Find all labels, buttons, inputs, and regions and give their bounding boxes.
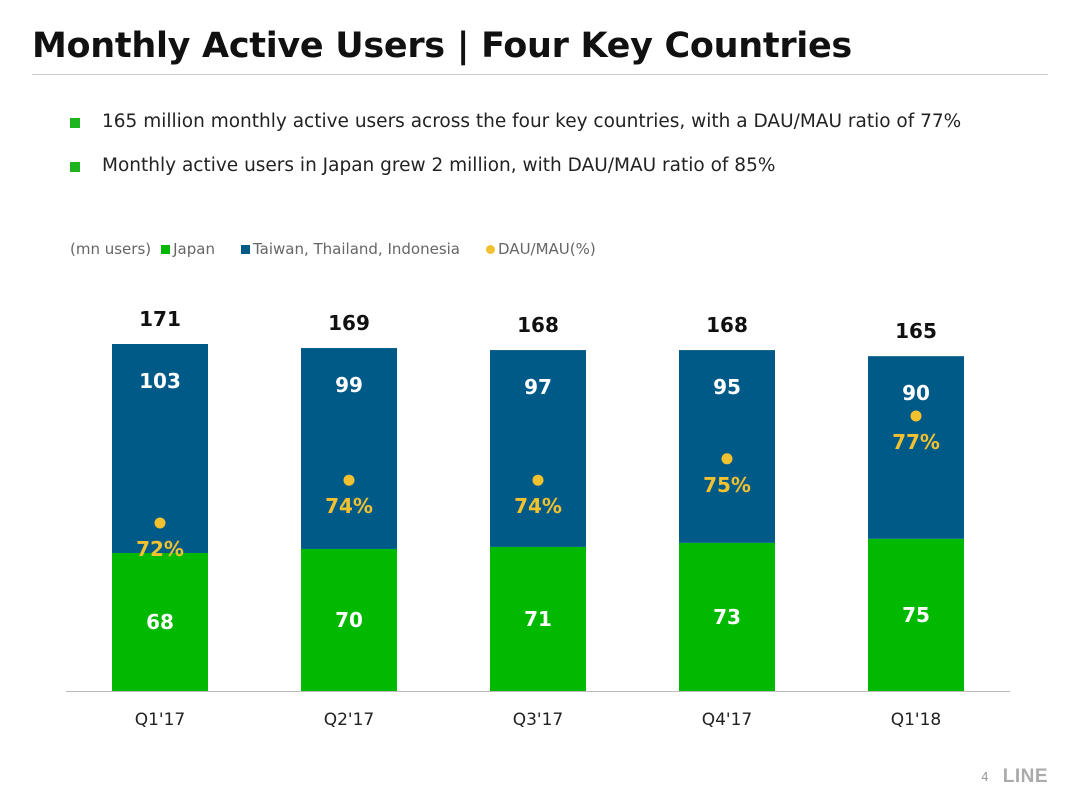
x-tick-label-3: Q4'17: [702, 710, 753, 730]
legend-item-others: Taiwan, Thailand, Indonesia: [240, 240, 461, 258]
legend-label-japan: Japan: [173, 240, 215, 258]
title-divider: [32, 74, 1048, 75]
ratio-point-2: [532, 474, 544, 486]
bullet-square-icon: [70, 118, 80, 128]
chart-legend: (mn users) Japan Taiwan, Thailand, Indon…: [70, 239, 622, 259]
bullet-text: Monthly active users in Japan grew 2 mil…: [102, 155, 776, 176]
x-tick-label-0: Q1'17: [135, 710, 186, 730]
x-tick-label-4: Q1'18: [891, 710, 942, 730]
data-label-others-2: 97: [524, 375, 552, 399]
legend-swatch-ratio: [486, 244, 496, 254]
footer: 4 LINE: [981, 766, 1048, 788]
bar-japan-2: [490, 546, 586, 691]
legend-item-japan: Japan: [161, 240, 215, 258]
line-logo: LINE: [1002, 766, 1048, 787]
data-label-japan-4: 75: [902, 603, 930, 627]
legend-swatch-others: [240, 244, 250, 254]
x-tick-label-1: Q2'17: [324, 710, 375, 730]
data-label-others-3: 95: [713, 375, 741, 399]
page-number: 4: [981, 770, 989, 784]
data-label-others-4: 90: [902, 381, 930, 405]
ratio-point-3: [721, 453, 733, 465]
legend-unit-label: (mn users): [70, 240, 152, 258]
x-tick-label-2: Q3'17: [513, 710, 564, 730]
ratio-point-0: [154, 517, 166, 529]
total-label-2: 168: [517, 313, 559, 337]
legend-label-others: Taiwan, Thailand, Indonesia: [252, 240, 461, 258]
bar-japan-3: [679, 542, 775, 691]
bar-japan-4: [868, 538, 964, 691]
ratio-label-3: 75%: [703, 473, 751, 497]
legend-item-ratio: DAU/MAU(%): [486, 240, 596, 258]
total-label-3: 168: [706, 313, 748, 337]
legend-label-ratio: DAU/MAU(%): [498, 240, 596, 258]
ratio-label-1: 74%: [325, 494, 373, 518]
page-title: Monthly Active Users | Four Key Countrie…: [32, 26, 852, 66]
data-label-japan-0: 68: [146, 610, 174, 634]
bar-others-3: [679, 350, 775, 543]
legend-swatch-japan: [161, 244, 171, 254]
bullet-square-icon: [70, 162, 80, 172]
ratio-label-0: 72%: [136, 537, 184, 561]
ratio-point-1: [343, 474, 355, 486]
bar-japan-0: [112, 553, 208, 691]
bullet-text: 165 million monthly active users across …: [102, 111, 962, 132]
total-label-0: 171: [139, 307, 181, 331]
bar-others-2: [490, 350, 586, 547]
bar-japan-1: [301, 548, 397, 691]
total-label-1: 169: [328, 311, 370, 335]
ratio-point-4: [910, 410, 922, 422]
bar-others-1: [301, 348, 397, 549]
bar-others-4: [868, 356, 964, 539]
data-label-others-0: 103: [139, 369, 181, 393]
data-label-japan-2: 71: [524, 607, 552, 631]
data-label-others-1: 99: [335, 373, 363, 397]
ratio-label-4: 77%: [892, 430, 940, 454]
total-label-4: 165: [895, 319, 937, 343]
data-label-japan-1: 70: [335, 608, 363, 632]
data-label-japan-3: 73: [713, 605, 741, 629]
ratio-label-2: 74%: [514, 494, 562, 518]
